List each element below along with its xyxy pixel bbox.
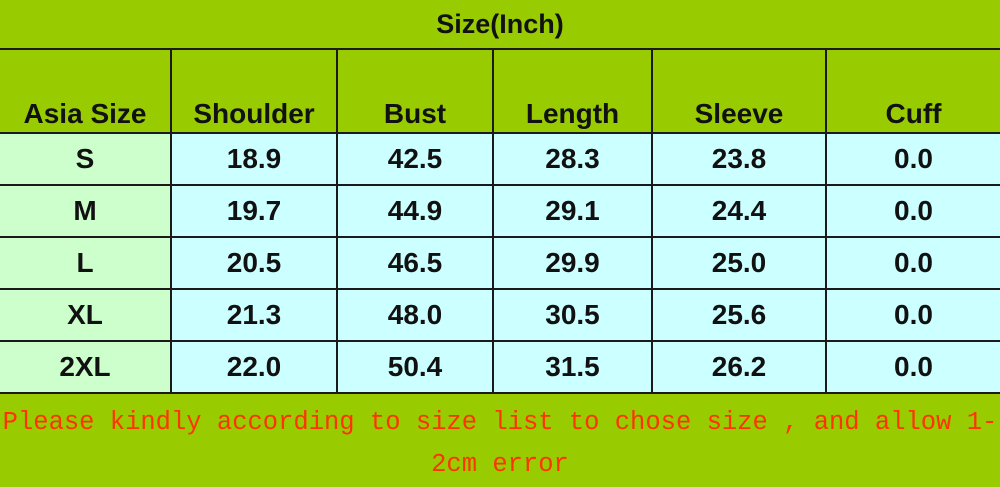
measurement-cell: 20.5 <box>170 236 338 290</box>
table-row: M 19.7 44.9 29.1 24.4 0.0 <box>0 184 1000 238</box>
column-header: Asia Size <box>0 48 172 134</box>
table-row: 2XL 22.0 50.4 31.5 26.2 0.0 <box>0 340 1000 394</box>
measurement-cell: 22.0 <box>170 340 338 394</box>
measurement-cell: 18.9 <box>170 132 338 186</box>
column-header: Cuff <box>825 48 1000 134</box>
measurement-cell: 26.2 <box>651 340 827 394</box>
measurement-cell: 48.0 <box>336 288 494 342</box>
measurement-cell: 29.1 <box>492 184 653 238</box>
table-row: XL 21.3 48.0 30.5 25.6 0.0 <box>0 288 1000 342</box>
measurement-cell: 50.4 <box>336 340 494 394</box>
measurement-cell: 0.0 <box>825 236 1000 290</box>
measurement-cell: 0.0 <box>825 132 1000 186</box>
header-row: Asia Size Shoulder Bust Length Sleeve Cu… <box>0 48 1000 134</box>
measurement-cell: 44.9 <box>336 184 494 238</box>
size-label-cell: XL <box>0 288 172 342</box>
measurement-cell: 21.3 <box>170 288 338 342</box>
table-title: Size(Inch) <box>436 8 564 39</box>
table-row: S 18.9 42.5 28.3 23.8 0.0 <box>0 132 1000 186</box>
measurement-cell: 0.0 <box>825 340 1000 394</box>
column-header: Sleeve <box>651 48 827 134</box>
measurement-cell: 31.5 <box>492 340 653 394</box>
column-header: Bust <box>336 48 494 134</box>
measurement-cell: 46.5 <box>336 236 494 290</box>
size-chart-table: Asia Size Shoulder Bust Length Sleeve Cu… <box>0 48 1000 394</box>
measurement-cell: 23.8 <box>651 132 827 186</box>
size-note: Please kindly according to size list to … <box>2 408 998 479</box>
table-row: L 20.5 46.5 29.9 25.0 0.0 <box>0 236 1000 290</box>
column-header: Length <box>492 48 653 134</box>
size-label-cell: L <box>0 236 172 290</box>
measurement-cell: 19.7 <box>170 184 338 238</box>
measurement-cell: 42.5 <box>336 132 494 186</box>
measurement-cell: 0.0 <box>825 288 1000 342</box>
measurement-cell: 28.3 <box>492 132 653 186</box>
measurement-cell: 0.0 <box>825 184 1000 238</box>
measurement-cell: 25.6 <box>651 288 827 342</box>
measurement-cell: 30.5 <box>492 288 653 342</box>
size-label-cell: 2XL <box>0 340 172 394</box>
size-label-cell: M <box>0 184 172 238</box>
measurement-cell: 29.9 <box>492 236 653 290</box>
measurement-cell: 25.0 <box>651 236 827 290</box>
measurement-cell: 24.4 <box>651 184 827 238</box>
size-label-cell: S <box>0 132 172 186</box>
column-header: Shoulder <box>170 48 338 134</box>
